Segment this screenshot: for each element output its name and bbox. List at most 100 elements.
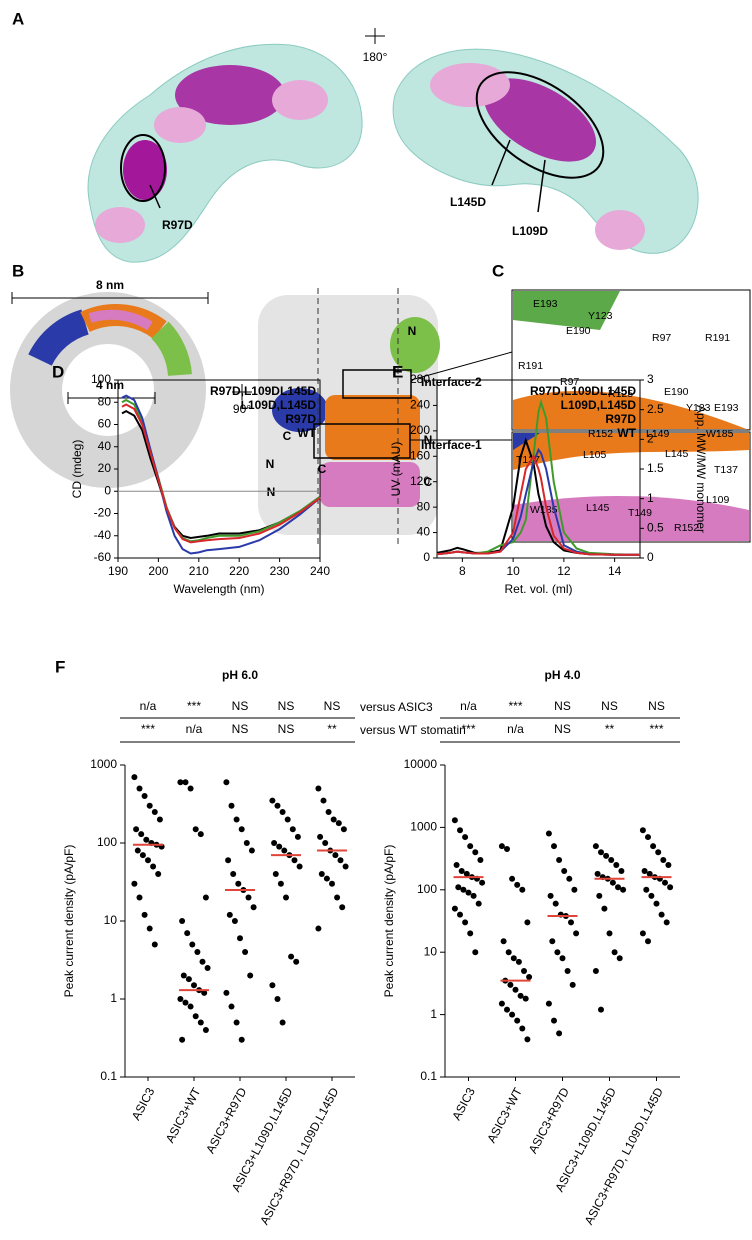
significance-label: NS bbox=[554, 722, 571, 736]
y-tick-label: 20 bbox=[98, 461, 112, 475]
data-point bbox=[185, 976, 192, 983]
data-point bbox=[179, 1036, 186, 1043]
data-point bbox=[514, 1017, 521, 1024]
data-point bbox=[192, 826, 199, 833]
data-point bbox=[281, 847, 288, 854]
data-point bbox=[467, 843, 474, 850]
panel-letter: E bbox=[392, 362, 403, 381]
y-tick-label: 10 bbox=[424, 944, 438, 958]
data-point bbox=[223, 779, 230, 786]
data-point bbox=[146, 802, 153, 809]
legend-label: WT bbox=[617, 426, 636, 440]
data-point bbox=[182, 779, 189, 786]
data-point bbox=[296, 863, 303, 870]
residue-label: L109 bbox=[706, 494, 730, 506]
data-point bbox=[472, 849, 479, 856]
data-point bbox=[571, 886, 578, 893]
data-point bbox=[660, 857, 667, 864]
data-point bbox=[592, 843, 599, 850]
data-point bbox=[136, 785, 143, 792]
data-point bbox=[151, 808, 158, 815]
data-point bbox=[457, 827, 463, 834]
data-point bbox=[197, 1019, 204, 1026]
data-point bbox=[335, 820, 342, 827]
data-point bbox=[618, 868, 625, 875]
data-point bbox=[131, 880, 138, 887]
y-tick-label: 0.1 bbox=[100, 1069, 117, 1083]
panel-letter: B bbox=[12, 261, 24, 280]
data-point bbox=[194, 949, 201, 956]
y2-tick-label: 0.5 bbox=[647, 521, 664, 535]
data-point bbox=[340, 826, 347, 833]
x-axis-label: Ret. vol. (ml) bbox=[504, 582, 572, 596]
significance-label: NS bbox=[601, 699, 618, 713]
y2-axis-label: App. MW/MW monomer bbox=[694, 405, 708, 533]
data-point bbox=[131, 774, 138, 781]
data-point bbox=[320, 797, 327, 804]
data-point bbox=[620, 886, 627, 893]
data-point bbox=[332, 852, 339, 859]
data-point bbox=[247, 972, 254, 979]
data-point bbox=[457, 911, 463, 918]
terminus-label: N bbox=[408, 324, 417, 338]
panel-letter: D bbox=[52, 362, 64, 381]
data-point bbox=[662, 879, 668, 886]
data-point bbox=[507, 981, 514, 988]
data-point bbox=[289, 826, 296, 833]
data-point bbox=[505, 949, 512, 956]
data-point bbox=[643, 886, 650, 893]
significance-label: n/a bbox=[507, 722, 524, 736]
data-point bbox=[284, 816, 291, 823]
data-point bbox=[517, 992, 524, 999]
data-point bbox=[504, 1006, 510, 1013]
data-point bbox=[141, 793, 148, 800]
side-structure bbox=[258, 288, 513, 545]
data-point bbox=[500, 938, 507, 945]
row-label: versus WT stomatin bbox=[360, 723, 466, 737]
significance-label: NS bbox=[278, 699, 295, 713]
data-point bbox=[510, 955, 517, 962]
data-point bbox=[512, 986, 519, 993]
chart-title: pH 4.0 bbox=[544, 668, 580, 682]
data-point bbox=[204, 964, 211, 971]
significance-label: ** bbox=[327, 722, 337, 736]
residue-label: R191 bbox=[705, 332, 730, 344]
y-tick-label: -20 bbox=[94, 506, 112, 520]
data-point bbox=[509, 1011, 516, 1018]
data-point bbox=[179, 918, 186, 924]
panel-letter: C bbox=[492, 261, 504, 280]
data-point bbox=[462, 834, 469, 841]
data-point bbox=[566, 875, 573, 882]
significance-label: *** bbox=[508, 699, 522, 713]
y-tick-label: 0.1 bbox=[420, 1069, 437, 1083]
residue-label: R125 bbox=[608, 388, 633, 400]
interface-label: Interface-2 bbox=[421, 375, 482, 389]
x-tick-label: 200 bbox=[148, 564, 168, 578]
legend-label: R97D bbox=[285, 412, 316, 426]
y2-tick-label: 3 bbox=[647, 372, 654, 386]
residue-label: R97 bbox=[652, 332, 671, 344]
data-point bbox=[592, 967, 599, 974]
legend-label: WT bbox=[297, 426, 316, 440]
data-point bbox=[645, 938, 651, 945]
data-point bbox=[573, 930, 580, 937]
data-point bbox=[177, 779, 184, 786]
data-point bbox=[238, 826, 245, 833]
data-point bbox=[315, 785, 322, 792]
data-point bbox=[323, 875, 330, 882]
data-point bbox=[641, 868, 648, 875]
x-tick-label: 10 bbox=[506, 564, 520, 578]
y-tick-label: 40 bbox=[98, 439, 112, 453]
data-point bbox=[608, 857, 615, 864]
y2-tick-label: 1.5 bbox=[647, 461, 664, 475]
y-tick-label: 0 bbox=[423, 550, 430, 564]
x-tick-label: ASIC3+WT bbox=[163, 1085, 204, 1145]
data-point bbox=[279, 808, 286, 815]
chart-title: pH 6.0 bbox=[222, 668, 258, 682]
x-tick-label: ASIC3 bbox=[449, 1085, 478, 1122]
y-axis-label: Peak current density (pA/pF) bbox=[382, 845, 396, 998]
data-point bbox=[598, 849, 604, 856]
data-point bbox=[201, 989, 208, 996]
data-point bbox=[274, 996, 281, 1002]
y-tick-label: 100 bbox=[417, 882, 437, 896]
